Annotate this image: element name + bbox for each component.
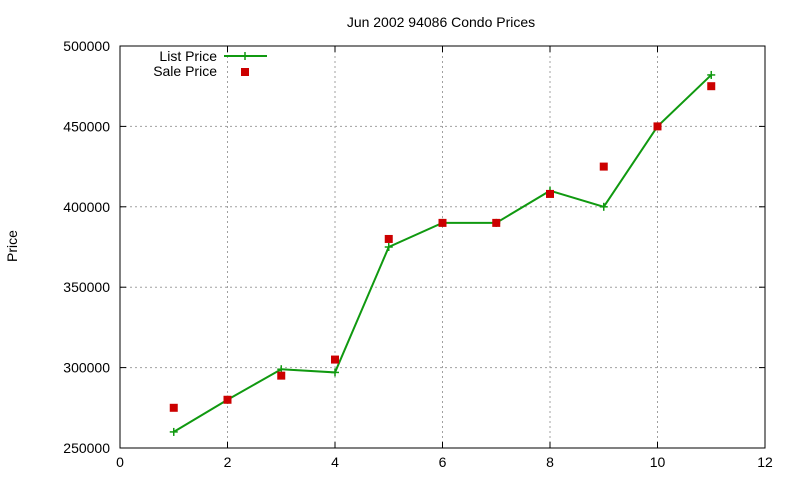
list-price-point xyxy=(169,427,178,436)
y-tick-label: 300000 xyxy=(63,360,110,376)
x-tick-label: 10 xyxy=(650,454,666,470)
sale-price-point xyxy=(546,189,554,198)
y-tick-label: 500000 xyxy=(63,38,110,54)
sale-price-point xyxy=(277,371,286,380)
sale-price-point xyxy=(223,395,232,404)
sale-price-point xyxy=(653,122,662,131)
sale-price-point xyxy=(707,82,716,91)
x-tick-label: 12 xyxy=(757,454,773,470)
legend-label-list-price: List Price xyxy=(159,48,217,64)
y-axis-label: Price xyxy=(4,230,20,262)
chart-title: Jun 2002 94086 Condo Prices xyxy=(347,14,535,30)
series-layer xyxy=(169,70,716,436)
sale-price-point xyxy=(438,218,447,227)
legend-label-sale-price: Sale Price xyxy=(153,63,217,79)
sale-price-point xyxy=(599,162,608,171)
x-tick-label: 2 xyxy=(224,454,232,470)
list-price-point xyxy=(384,243,393,251)
legend-marker-list-price xyxy=(241,52,249,60)
y-tick-label: 350000 xyxy=(63,279,110,295)
sale-price-point xyxy=(492,218,501,227)
axis-ticks: 250000 300000 350000 400000 450000 500000 0 2 4 6… xyxy=(63,38,773,470)
y-tick-label: 450000 xyxy=(63,118,110,134)
sale-price-point xyxy=(169,403,178,412)
sale-price-point xyxy=(384,234,393,243)
list-price-point xyxy=(599,202,608,211)
list-price-point xyxy=(331,368,339,377)
y-tick-label: 400000 xyxy=(63,199,110,215)
sale-price-point xyxy=(331,355,339,364)
list-price-point xyxy=(707,70,716,79)
list-price-line xyxy=(173,74,712,433)
legend-marker-sale-price xyxy=(241,68,249,76)
x-tick-label: 0 xyxy=(116,454,124,470)
x-tick-label: 6 xyxy=(439,454,447,470)
y-tick-label: 250000 xyxy=(63,440,110,456)
x-tick-label: 8 xyxy=(546,454,554,470)
gridlines xyxy=(120,46,765,448)
x-tick-label: 4 xyxy=(331,454,339,470)
